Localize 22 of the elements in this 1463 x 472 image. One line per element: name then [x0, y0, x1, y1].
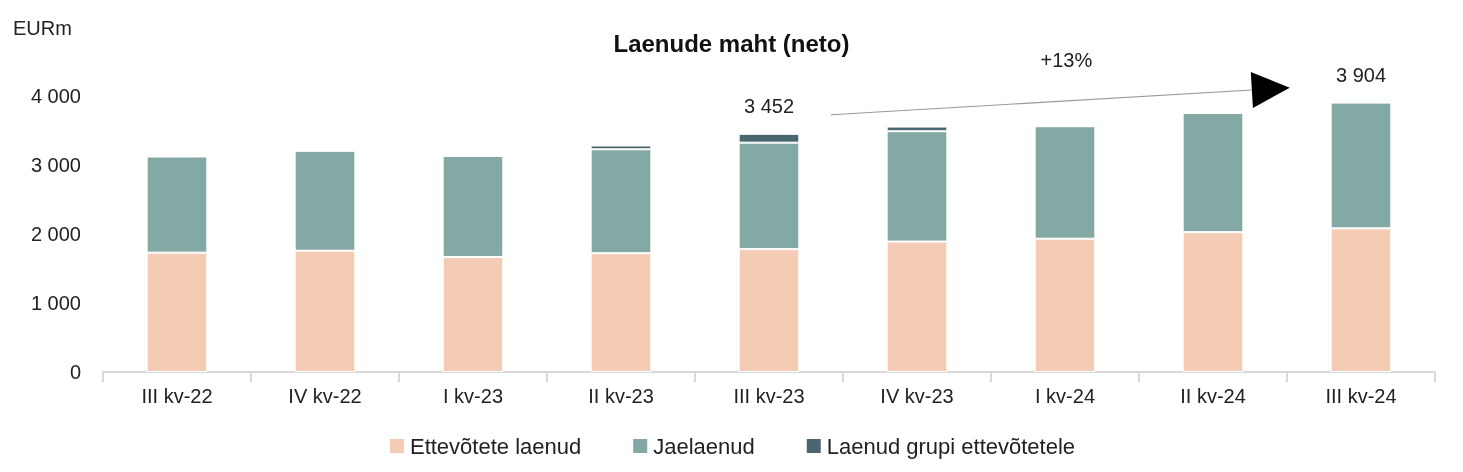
- legend-label: Laenud grupi ettevõtetele: [826, 433, 1076, 459]
- x-tick-label: II kv-23: [588, 385, 654, 407]
- x-tick-label: II kv-24: [1180, 385, 1246, 407]
- x-tick-label: III kv-24: [1325, 385, 1397, 407]
- y-tick-label: 0: [69, 361, 81, 383]
- x-tick-label: III kv-23: [733, 385, 805, 407]
- x-tick-label: III kv-22: [141, 385, 213, 407]
- y-axis-title: EURm: [13, 17, 72, 39]
- x-tick-label: I kv-24: [1034, 385, 1096, 407]
- chart-title: Laenude maht (neto): [613, 29, 850, 57]
- y-tick-label: 2 000: [30, 223, 81, 245]
- total-label: 3 452: [743, 94, 795, 117]
- y-tick-label: 1 000: [30, 292, 81, 314]
- text: +13%: [1040, 49, 1093, 71]
- total-label: 3 904: [1335, 63, 1387, 86]
- y-tick-label: 3 000: [30, 154, 81, 176]
- x-tick-label: IV kv-22: [288, 385, 362, 407]
- legend-label: Ettevõtete laenud: [409, 433, 582, 459]
- y-tick-label: 4 000: [30, 85, 81, 107]
- x-tick-label: I kv-23: [442, 385, 504, 407]
- legend-label: Jaelaenud: [653, 433, 755, 459]
- x-tick-label: IV kv-23: [880, 385, 954, 407]
